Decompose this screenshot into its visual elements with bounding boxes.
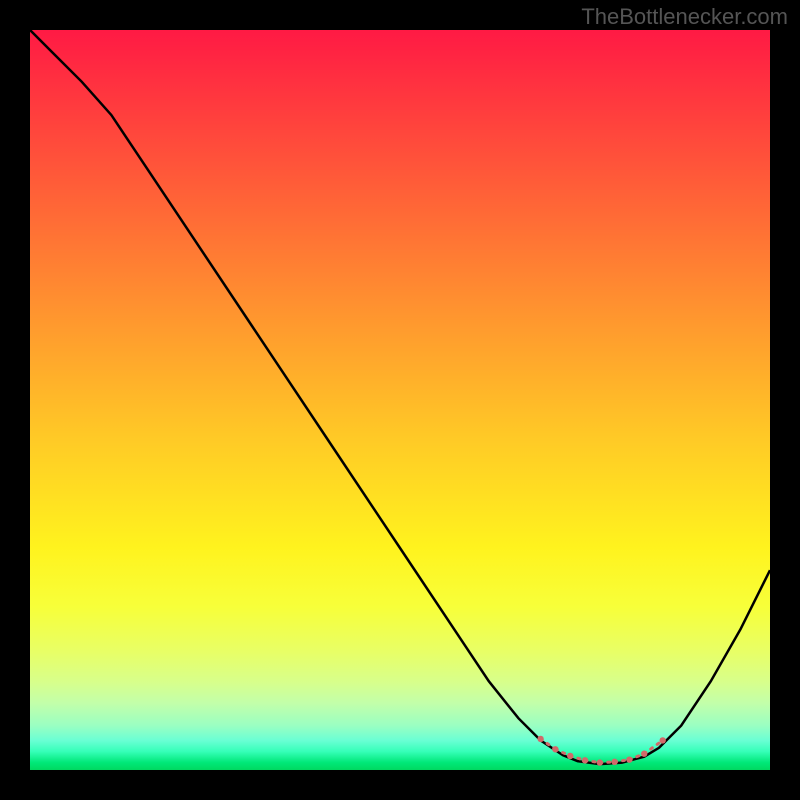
plot-area [30,30,770,770]
optimal-range-dots [537,736,666,766]
watermark-text: TheBottlenecker.com [581,4,788,30]
bottleneck-curve [30,30,770,764]
curve-layer [30,30,770,770]
chart-container: TheBottlenecker.com [0,0,800,800]
